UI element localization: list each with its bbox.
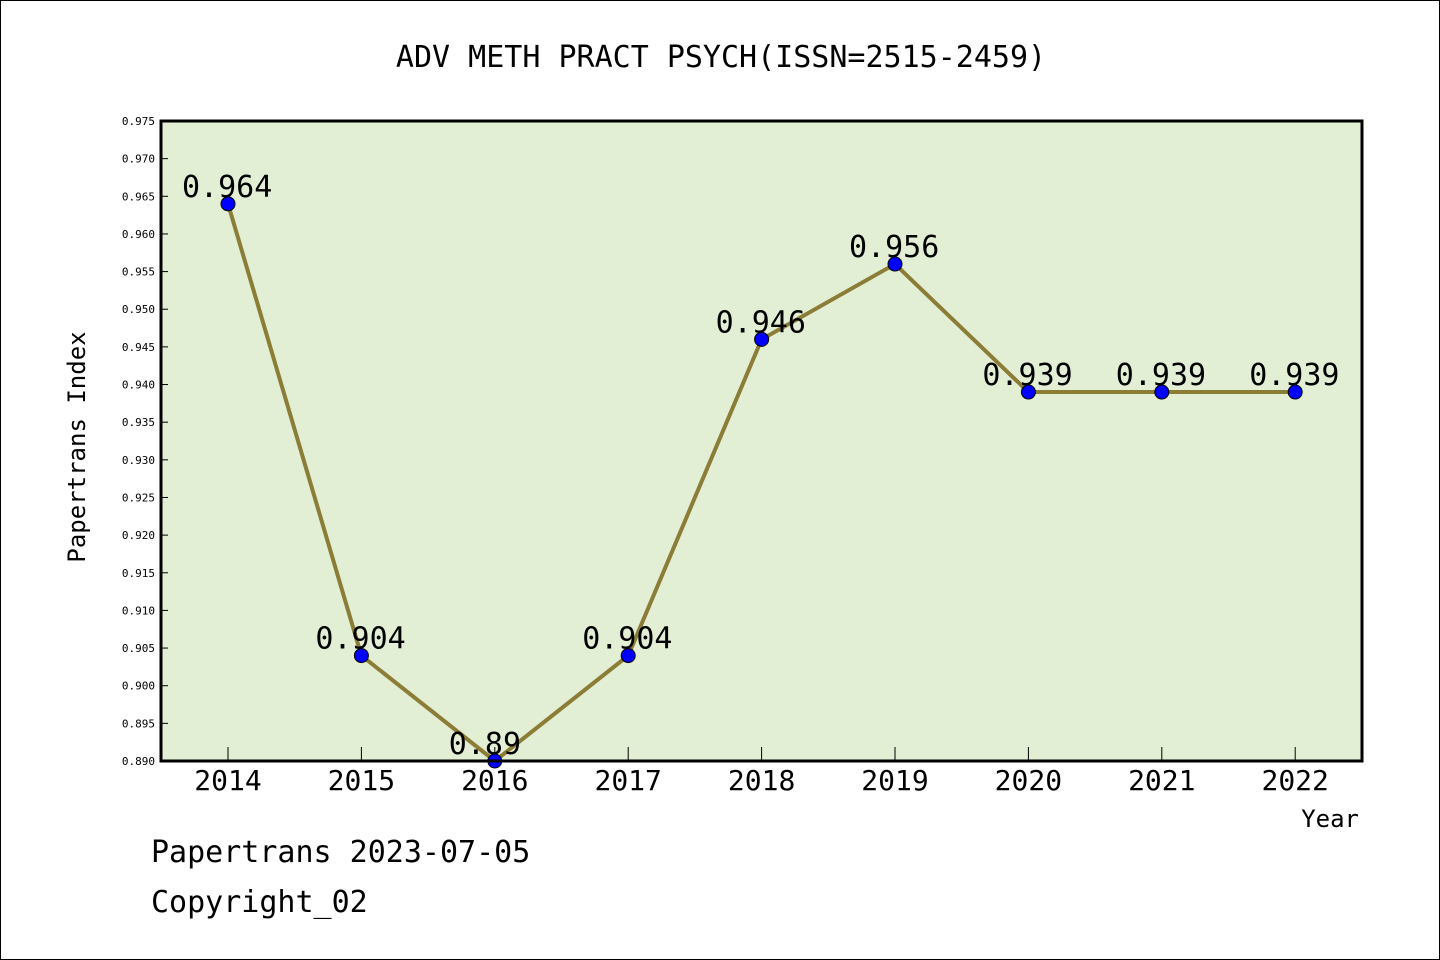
plot-border (159, 119, 1364, 763)
data-point (1020, 384, 1036, 400)
y-tick-label: 0.900 (122, 680, 155, 693)
data-label: 0.946 (716, 305, 806, 340)
y-tick-label: 0.960 (122, 228, 155, 241)
series-points (220, 196, 1303, 769)
data-point (220, 196, 236, 212)
x-axis-label: Year (1301, 805, 1359, 833)
y-tick-label: 0.965 (122, 190, 155, 203)
x-tick-label: 2018 (728, 764, 795, 797)
data-label: 0.956 (849, 230, 939, 265)
y-tick-label: 0.970 (122, 153, 155, 166)
x-tick-label: 2014 (194, 764, 261, 797)
data-label: 0.939 (1249, 358, 1339, 393)
y-tick-label: 0.920 (122, 529, 155, 542)
y-axis-label: Papertrans Index (63, 331, 91, 562)
data-label: 0.904 (582, 622, 672, 657)
x-tick-label: 2015 (328, 764, 395, 797)
y-tick-label: 0.935 (122, 416, 155, 429)
footer-date: Papertrans 2023-07-05 (151, 835, 531, 870)
y-tick-label: 0.925 (122, 491, 155, 504)
y-tick-label: 0.915 (122, 567, 155, 580)
y-tick-label: 0.930 (122, 454, 155, 467)
x-tick-label: 2021 (1128, 764, 1195, 797)
footer-copyright: Copyright_02 (151, 885, 368, 920)
data-point (1287, 384, 1303, 400)
x-tick-label: 2017 (594, 764, 661, 797)
data-point (887, 256, 903, 272)
data-label: 0.904 (315, 622, 405, 657)
data-label: 0.89 (449, 727, 521, 762)
y-tick-label: 0.890 (122, 755, 155, 768)
y-tick-label: 0.910 (122, 604, 155, 617)
x-axis-ticks: 2014 2015 2016 2017 2018 2019 2020 2021 2022 (194, 747, 1329, 797)
y-tick-label: 0.945 (122, 341, 155, 354)
y-tick-label: 0.940 (122, 379, 155, 392)
data-labels: 0.964 0.904 0.89 0.904 0.946 0.956 0.939 0.939 0… (182, 170, 1340, 762)
data-point (353, 648, 369, 664)
x-tick-label: 2019 (861, 764, 928, 797)
x-tick-label: 2020 (995, 764, 1062, 797)
chart-title: ADV METH PRACT PSYCH(ISSN=2515-2459) (396, 40, 1046, 75)
data-label: 0.939 (982, 358, 1072, 393)
y-tick-label: 0.955 (122, 266, 155, 279)
x-tick-label: 2022 (1261, 764, 1328, 797)
y-tick-label: 0.975 (122, 115, 155, 128)
x-tick-label: 2016 (461, 764, 528, 797)
data-point (620, 648, 636, 664)
data-label: 0.939 (1116, 358, 1206, 393)
plot-area (161, 121, 1362, 761)
y-tick-label: 0.950 (122, 303, 155, 316)
y-axis-ticks: 0.890 0.895 0.900 0.905 0.910 0.915 0.920 0.925… (122, 115, 168, 768)
y-tick-label: 0.895 (122, 717, 155, 730)
data-label: 0.964 (182, 170, 272, 205)
data-point (754, 331, 770, 347)
data-point (1154, 384, 1170, 400)
y-tick-label: 0.905 (122, 642, 155, 655)
